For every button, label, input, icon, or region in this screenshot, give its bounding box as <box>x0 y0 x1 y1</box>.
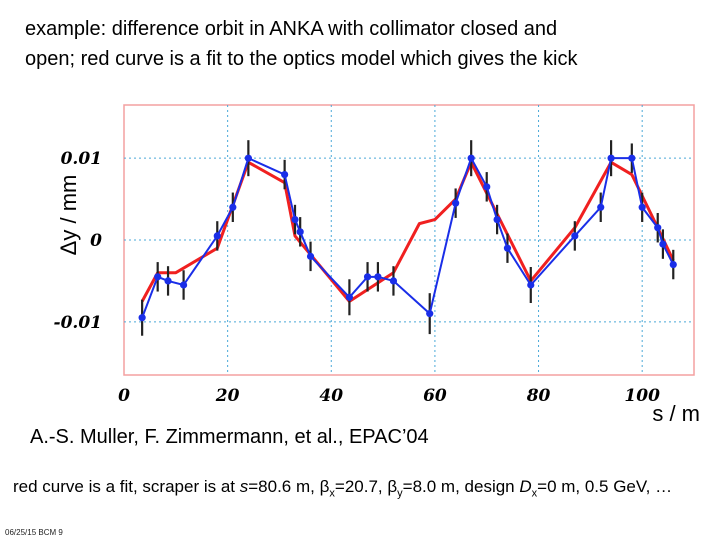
caption-beta-x-sub: x <box>329 487 335 500</box>
caption-beta-y-sub: y <box>397 487 403 500</box>
caption-text-2: =80.6 m, <box>248 477 320 496</box>
data-point <box>389 277 398 285</box>
data-point <box>503 244 512 252</box>
y-tick-label: -0.01 <box>54 313 102 333</box>
data-point <box>426 310 434 318</box>
caption-text-1: red curve is a fit, scraper is at <box>13 477 240 496</box>
data-point <box>483 183 491 191</box>
data-point <box>597 203 605 211</box>
data-point <box>229 203 237 211</box>
caption-d-sub: x <box>531 487 538 500</box>
caption-text-5: =0 m, 0.5 GeV, … <box>537 477 673 496</box>
x-tick-label: 80 <box>526 386 551 406</box>
data-point <box>452 199 460 207</box>
difference-orbit-chart: 0.01 0 -0.01 0 20 40 60 80 100 Δy / mm s / m <box>54 104 700 426</box>
data-point <box>669 260 677 269</box>
x-tick-label: 0 <box>118 386 130 406</box>
fit-series <box>140 160 675 303</box>
slide-title-line-1: example: difference orbit in ANKA with c… <box>25 18 558 40</box>
data-point <box>213 232 221 240</box>
slide-footer: 06/25/15 BCM 9 <box>5 528 63 537</box>
x-axis-label: s / m <box>652 401 700 426</box>
data-point <box>244 154 252 162</box>
measured-series <box>138 140 677 336</box>
data-point <box>493 215 501 224</box>
y-axis-label: Δy / mm <box>56 175 81 256</box>
x-tick-label: 100 <box>624 386 660 406</box>
data-point <box>638 203 646 211</box>
x-tick-labels: 0 20 40 60 80 100 <box>118 386 660 406</box>
slide-title: example: difference orbit in ANKA with c… <box>25 14 705 74</box>
citation: A.-S. Muller, F. Zimmermann, et al., EPA… <box>30 426 429 448</box>
fit-curve <box>140 160 675 303</box>
data-point <box>654 224 662 232</box>
y-tick-label: 0.01 <box>61 149 102 169</box>
y-tick-label: 0 <box>90 231 102 251</box>
data-point <box>154 273 162 281</box>
y-tick-labels: 0.01 0 -0.01 <box>54 149 103 333</box>
x-tick-label: 20 <box>215 386 240 406</box>
data-point <box>628 154 636 162</box>
caption-beta-x: β <box>319 477 330 496</box>
slide-title-line-2: open; red curve is a fit to the optics m… <box>25 48 578 70</box>
data-point <box>363 273 372 281</box>
data-point <box>467 154 475 162</box>
data-point <box>164 277 172 285</box>
data-point <box>527 281 535 289</box>
data-point <box>571 232 579 240</box>
data-point <box>306 252 315 260</box>
caption-beta-y: β <box>387 477 398 496</box>
grid-lines <box>124 105 694 375</box>
data-point <box>659 240 667 248</box>
data-point <box>281 170 289 179</box>
caption-s-variable: s <box>239 477 249 496</box>
data-point <box>374 273 382 281</box>
data-point <box>291 215 299 224</box>
data-point <box>345 293 354 301</box>
x-tick-label: 40 <box>319 386 343 406</box>
caption-text-4: =8.0 m, design <box>402 477 520 496</box>
data-point <box>607 154 615 162</box>
caption: red curve is a fit, scraper is at s=80.6… <box>13 474 713 506</box>
x-tick-label: 60 <box>423 386 447 406</box>
data-point <box>296 228 304 236</box>
data-point <box>138 314 146 322</box>
caption-d-variable: D <box>519 477 532 496</box>
data-point <box>179 281 188 289</box>
caption-text-3: =20.7, <box>334 477 388 496</box>
